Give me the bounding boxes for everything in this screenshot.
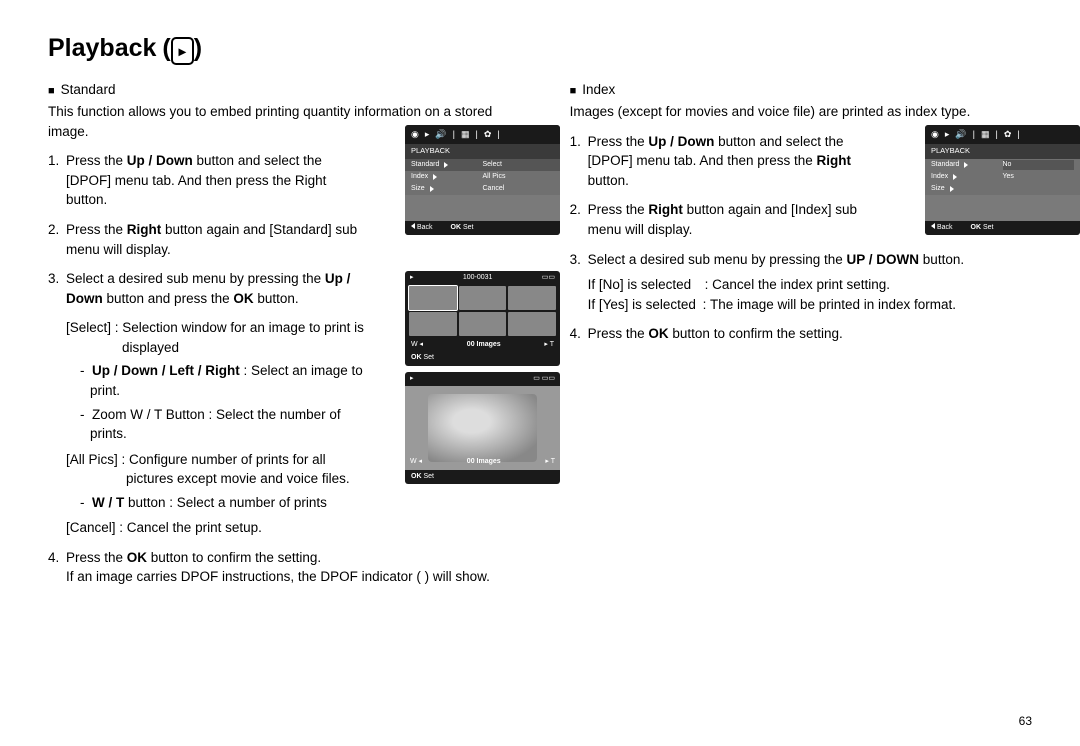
divider: | (453, 128, 455, 141)
step-4: 4. Press the OK button to confirm the se… (66, 548, 530, 587)
divider: | (497, 128, 499, 141)
bullet-icon: ■ (48, 84, 55, 100)
idx-step-3: 3. Select a desired sub menu by pressing… (588, 250, 1032, 315)
step-1: 1. Press the Up / Down button and select… (66, 151, 366, 210)
menu-row: Size Cancel (405, 183, 560, 195)
title-text: Playback (48, 30, 156, 66)
tab-icon: ▦ (981, 128, 990, 141)
cancel-desc: [Cancel] : Cancel the print setup. (66, 518, 366, 538)
thumb-header: ▸100-0031▭▭ (405, 271, 560, 285)
camera-screen-standard-menu: ◉ ▸ 🔊 | ▦ | ✿ | PLAYBACK Standard Select… (405, 125, 560, 235)
thumb-footer-ok: OK Set (405, 352, 560, 364)
full-footer: OK Set (405, 470, 560, 484)
if-yes: If [Yes] is selected : The image will be… (588, 295, 1032, 315)
dash-zoom: - Zoom W / T Button : Select the number … (66, 405, 366, 444)
menu-header: PLAYBACK (925, 144, 1080, 159)
full-image: W ◂ 00 Images ▸ T (405, 386, 560, 470)
screen-footer: Back OK Set (405, 221, 560, 235)
tab-icon: ◉ (411, 128, 419, 141)
tab-icon: ▸ (945, 128, 950, 141)
tab-icon: ▸ (425, 128, 430, 141)
heading-standard: Standard (61, 80, 116, 100)
tab-icon: ▦ (461, 128, 470, 141)
divider: | (995, 128, 997, 141)
thumb-cell (508, 286, 556, 310)
dash-updownlr: - Up / Down / Left / Right : Select an i… (66, 361, 366, 400)
screen-tabs: ◉ ▸ 🔊 | ▦ | ✿ | (405, 125, 560, 144)
tab-icon: 🔊 (955, 128, 966, 141)
thumb-cell (459, 286, 507, 310)
allpics-desc: [All Pics] : Configure number of prints … (66, 450, 366, 489)
thumb-footer-zoom: W ◂ 00 Images ▸ T (405, 338, 560, 352)
bullet-icon: ■ (570, 84, 577, 100)
thumb-cell (459, 312, 507, 336)
idx-step-4: 4. Press the OK button to confirm the se… (588, 324, 1032, 344)
camera-screen-index-menu: ◉ ▸ 🔊 | ▦ | ✿ | PLAYBACK Standard No Ind… (925, 125, 1080, 235)
dash-wt: - W / T button : Select a number of prin… (66, 493, 366, 513)
screen-footer: Back OK Set (925, 221, 1080, 235)
thumb-cell (508, 312, 556, 336)
thumb-cell (409, 312, 457, 336)
screen-tabs: ◉ ▸ 🔊 | ▦ | ✿ | (925, 125, 1080, 144)
menu-header: PLAYBACK (405, 144, 560, 159)
step-3: 3. Select a desired sub menu by pressing… (66, 269, 376, 538)
select-desc: [Select] : Selection window for an image… (66, 318, 366, 357)
menu-row: Standard Select (405, 159, 560, 171)
menu-row: Size (925, 183, 1080, 195)
camera-screen-fullimage: ▸▭ ▭▭ W ◂ 00 Images ▸ T OK Set (405, 372, 560, 484)
step-2: 2. Press the Right button again and [Sta… (66, 220, 366, 259)
step-4-extra: If an image carries DPOF instructions, t… (66, 567, 530, 587)
divider: | (1017, 128, 1019, 141)
heading-index: Index (582, 80, 615, 100)
page-number: 63 (1019, 713, 1032, 730)
menu-row: Standard No (925, 159, 1080, 171)
tab-icon: ✿ (484, 128, 492, 141)
menu-row: Index Yes (925, 171, 1080, 183)
menu-row: Index All Pics (405, 171, 560, 183)
if-no: If [No] is selected : Cancel the index p… (588, 275, 1032, 295)
tab-icon: ✿ (1004, 128, 1012, 141)
thumb-grid (405, 286, 560, 336)
thumb-cell (409, 286, 457, 310)
full-header: ▸▭ ▭▭ (405, 372, 560, 386)
title-icon: (▸) (162, 30, 202, 66)
idx-step-1: 1. Press the Up / Down button and select… (588, 132, 888, 191)
tab-icon: ◉ (931, 128, 939, 141)
idx-step-2: 2. Press the Right button again and [Ind… (588, 200, 888, 239)
divider: | (973, 128, 975, 141)
divider: | (475, 128, 477, 141)
camera-screen-thumbnails: ▸100-0031▭▭ W ◂ 00 Images ▸ T OK Set (405, 271, 560, 365)
intro-index: Images (except for movies and voice file… (570, 102, 1032, 122)
page-title: Playback (▸) (48, 30, 1032, 66)
tab-icon: 🔊 (435, 128, 446, 141)
